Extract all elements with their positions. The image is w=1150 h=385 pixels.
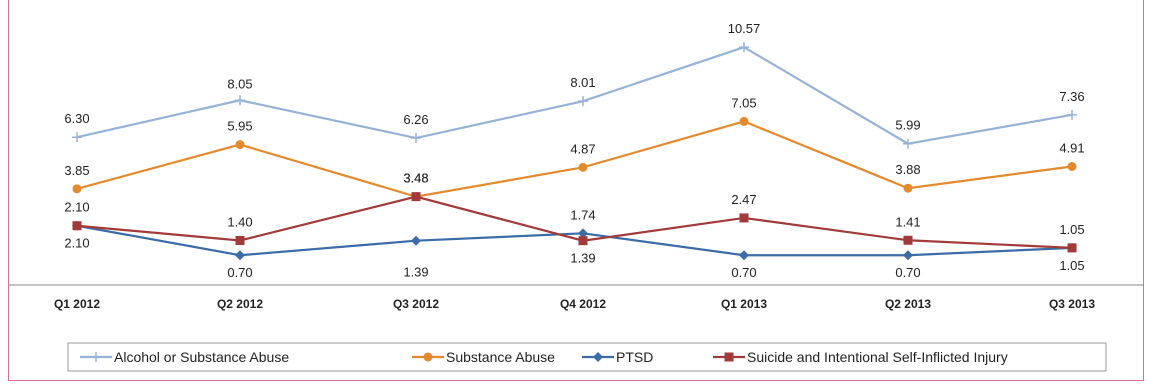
legend-marker <box>724 352 734 362</box>
data-point <box>235 235 245 245</box>
data-point <box>739 213 749 223</box>
x-tick-label: Q2 2012 <box>217 297 263 311</box>
x-tick-label: Q1 2013 <box>721 297 767 311</box>
data-label: 1.41 <box>895 214 920 229</box>
data-point <box>72 132 82 143</box>
data-label: 2.10 <box>64 200 89 215</box>
data-point <box>739 42 749 53</box>
data-label: 2.10 <box>64 236 89 251</box>
x-tick-label: Q2 2013 <box>885 297 931 311</box>
data-point <box>1067 243 1077 253</box>
x-tick-labels: Q1 2012 Q2 2012 Q3 2012 Q4 2012 Q1 2013 Q2 20… <box>54 297 1095 311</box>
data-label: 1.40 <box>227 214 252 229</box>
data-label: 1.74 <box>570 207 595 222</box>
data-point <box>578 96 588 107</box>
data-label: 3.88 <box>895 162 920 177</box>
data-label: 6.26 <box>403 112 428 127</box>
data-label: 6.30 <box>64 111 89 126</box>
data-point <box>578 228 588 239</box>
legend: Alcohol or Substance Abuse Substance Abus… <box>67 342 1107 372</box>
legend-marker <box>593 352 603 362</box>
data-point <box>578 162 588 172</box>
chart-frame <box>8 0 1144 381</box>
series-line-2 <box>76 120 1073 198</box>
data-point <box>903 250 913 261</box>
data-label: 1.05 <box>1059 258 1084 273</box>
data-point <box>235 250 245 261</box>
data-label: 3.48 <box>403 171 428 186</box>
x-tick-label: Q3 2013 <box>1049 297 1095 311</box>
data-point <box>903 138 913 149</box>
data-label: 4.87 <box>570 141 595 156</box>
data-label: 4.91 <box>1059 140 1084 155</box>
data-point <box>1067 109 1077 120</box>
data-label: 10.57 <box>728 21 761 36</box>
data-point <box>1067 161 1077 171</box>
data-point <box>903 183 913 193</box>
data-point <box>235 140 245 150</box>
data-label: 3.48 <box>403 171 428 186</box>
data-label: 0.70 <box>227 265 252 280</box>
legend-label: Alcohol or Substance Abuse <box>114 349 289 365</box>
data-point <box>72 184 82 194</box>
data-point <box>578 236 588 246</box>
data-label: 0.70 <box>895 265 920 280</box>
legend-marker <box>423 352 433 362</box>
data-point <box>411 133 421 144</box>
data-point <box>739 116 749 126</box>
data-label: 8.05 <box>227 76 252 91</box>
x-tick-label: Q4 2012 <box>560 297 606 311</box>
data-label: 1.39 <box>403 265 428 280</box>
x-tick-label: Q3 2012 <box>393 297 439 311</box>
data-label: 1.39 <box>570 251 595 266</box>
data-point <box>411 192 421 202</box>
legend-label: PTSD <box>616 349 653 365</box>
data-label: 0.70 <box>731 265 756 280</box>
data-label: 5.99 <box>895 118 920 133</box>
data-label: 1.05 <box>1059 222 1084 237</box>
series-line-1 <box>76 45 1073 145</box>
data-label: 5.95 <box>227 119 252 134</box>
legend-label: Suicide and Intentional Self-Inflicted I… <box>747 349 1008 365</box>
data-label: 7.05 <box>731 95 756 110</box>
data-point <box>235 95 245 106</box>
data-point <box>411 235 421 246</box>
data-label: 7.36 <box>1059 89 1084 104</box>
data-label: 2.47 <box>731 192 756 207</box>
data-label: 8.01 <box>570 75 595 90</box>
data-labels: 6.30 8.05 6.26 8.01 10.57 5.99 7.36 3.85 5.95 3.4… <box>64 21 1084 280</box>
series-markers <box>72 42 1077 261</box>
legend-marker <box>91 352 101 362</box>
data-point <box>903 235 913 245</box>
data-point <box>72 221 82 231</box>
legend-label: Substance Abuse <box>446 349 555 365</box>
data-label: 3.85 <box>64 163 89 178</box>
x-tick-label: Q1 2012 <box>54 297 100 311</box>
data-point <box>739 250 749 261</box>
